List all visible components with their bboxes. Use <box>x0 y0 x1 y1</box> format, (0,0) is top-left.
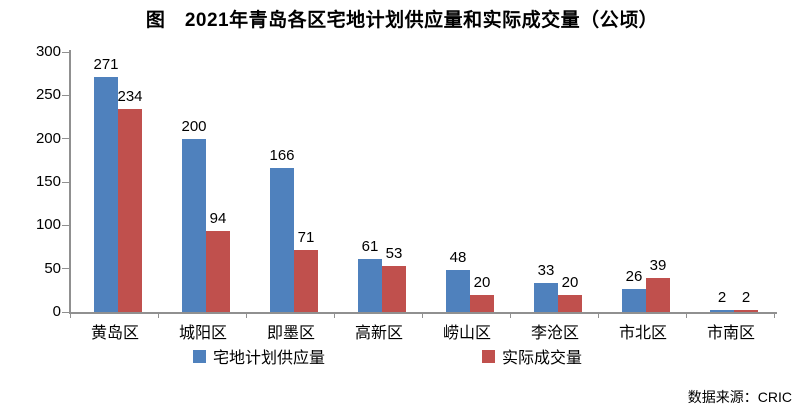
bar-group: 166 71 即墨区 <box>247 52 335 342</box>
x-axis-label: 即墨区 <box>266 325 315 342</box>
bar-value-label: 234 <box>117 88 143 106</box>
legend-item: 实际成交量 <box>482 344 582 368</box>
bar-group: 33 20 李沧区 <box>511 52 599 342</box>
bar-group: 271 234 黄岛区 <box>71 52 159 342</box>
y-axis-tick <box>62 138 69 140</box>
y-axis-tick-label: 50 <box>44 259 61 277</box>
x-axis-tick <box>334 312 335 318</box>
x-axis-tick <box>510 312 511 318</box>
bar-actual-transaction <box>294 250 318 312</box>
y-axis-tick-label: 100 <box>35 216 61 234</box>
x-axis-label: 崂山区 <box>442 325 491 342</box>
bar-planned-supply <box>534 283 558 312</box>
bar-group: 48 20 崂山区 <box>423 52 511 342</box>
source-note: 数据来源：CRIC <box>687 389 792 405</box>
x-axis-label: 高新区 <box>354 325 403 342</box>
bar-actual-transaction <box>646 278 670 312</box>
y-axis-tick-label: 0 <box>52 303 61 320</box>
bar-value-label: 200 <box>181 117 207 135</box>
bar-value-label: 20 <box>561 273 579 291</box>
y-axis-tick-label: 300 <box>35 43 61 60</box>
bar-actual-transaction <box>118 109 142 312</box>
y-axis-tick-label: 250 <box>35 86 61 104</box>
bar-actual-transaction <box>382 266 406 312</box>
y-axis-tick <box>62 51 69 53</box>
bar-actual-transaction <box>734 310 758 312</box>
bar-value-label: 33 <box>537 262 555 280</box>
bar-group: 200 94 城阳区 <box>159 52 247 342</box>
bar-group: 2 2 市南区 <box>687 52 775 342</box>
x-axis-tick <box>422 312 423 318</box>
bar-value-label: 61 <box>361 238 379 256</box>
x-axis-label: 市北区 <box>618 325 667 342</box>
y-axis-tick <box>62 181 69 183</box>
legend-item: 宅地计划供应量 <box>193 344 325 368</box>
chart-title: 图 2021年青岛各区宅地计划供应量和实际成交量（公顷） <box>145 10 659 31</box>
bar-value-label: 53 <box>385 245 403 263</box>
x-axis-label: 市南区 <box>706 325 755 342</box>
legend-label: 宅地计划供应量 <box>213 350 326 367</box>
bar-value-label: 39 <box>649 257 667 275</box>
bar-actual-transaction <box>206 230 230 312</box>
bar-group: 26 39 市北区 <box>599 52 687 342</box>
bar-value-label: 94 <box>209 209 227 227</box>
bar-value-label: 2 <box>741 289 751 307</box>
x-axis-label: 城阳区 <box>178 325 227 342</box>
x-axis-tick <box>246 312 247 318</box>
red-square-icon <box>482 349 495 363</box>
y-axis-tick <box>62 94 69 96</box>
bar-value-label: 166 <box>269 147 295 165</box>
x-axis-tick <box>158 312 159 318</box>
bar-planned-supply <box>446 270 470 312</box>
x-axis-label: 黄岛区 <box>90 325 139 342</box>
bar-planned-supply <box>270 168 294 312</box>
bar-value-label: 271 <box>93 56 119 74</box>
bar-planned-supply <box>94 77 118 312</box>
y-axis-tick <box>62 311 69 313</box>
x-axis-tick <box>70 312 71 318</box>
bar-group: 61 53 高新区 <box>335 52 423 342</box>
legend: 宅地计划供应量 实际成交量 <box>0 344 804 367</box>
bar-planned-supply <box>358 259 382 312</box>
x-axis-label: 李沧区 <box>530 325 579 342</box>
y-axis-tick <box>62 268 69 270</box>
y-axis-line <box>69 50 71 314</box>
bar-actual-transaction <box>558 294 582 312</box>
y-axis-tick-label: 200 <box>35 129 61 147</box>
bar-value-label: 71 <box>297 229 315 247</box>
bar-value-label: 26 <box>625 268 643 286</box>
x-axis-tick <box>686 312 687 318</box>
x-axis-tick <box>774 312 775 318</box>
bar-value-label: 2 <box>717 289 727 307</box>
bar-actual-transaction <box>470 294 494 312</box>
bar-planned-supply <box>710 310 734 312</box>
bar-planned-supply <box>622 289 646 312</box>
x-axis-line <box>69 312 777 314</box>
blue-square-icon <box>193 349 206 363</box>
legend-label: 实际成交量 <box>502 350 583 367</box>
y-axis-tick <box>62 224 69 226</box>
y-axis-tick-label: 150 <box>35 173 61 190</box>
plot-area: 0 50 100 150 200 250 300 271 234 黄岛区 200 94 城阳区 166 71… <box>36 43 777 342</box>
bar-value-label: 48 <box>449 249 467 267</box>
x-axis-tick <box>598 312 599 318</box>
bar-value-label: 20 <box>473 273 491 291</box>
bar-planned-supply <box>182 138 206 312</box>
